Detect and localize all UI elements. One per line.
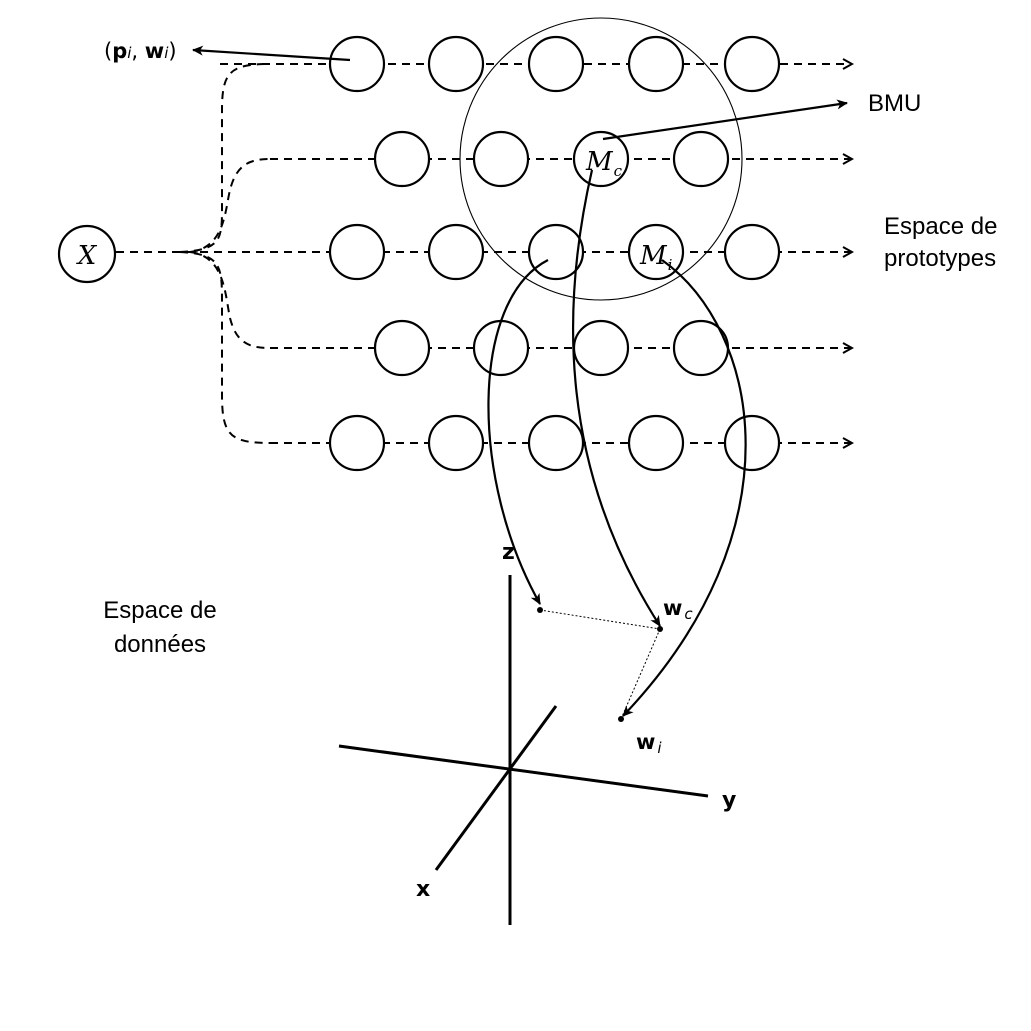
input-label: X [76,241,98,271]
neuron [723,35,781,93]
neuron [527,414,585,472]
input-node [57,224,117,284]
neuron [328,414,386,472]
neuron [472,319,530,377]
neuron [527,35,585,93]
prototype-point [537,607,543,613]
neuron [328,223,386,281]
neuron [723,414,781,472]
data-space-label-line1: Espace de [103,597,216,624]
prototype-point-wi [618,716,624,722]
neuron [373,319,431,377]
neuron [373,130,431,188]
mapping-arrow-bmu [571,169,661,627]
neuron [472,130,530,188]
neuron-grid [328,35,781,472]
prototype-space-label-line1: Espace de [884,213,997,240]
neuron [723,223,781,281]
neuron [427,35,485,93]
bmu-label: BMU [868,90,921,117]
prototype-pair-label: (pi, wi) [104,39,177,63]
neuron [328,35,386,93]
x-axis-label: x [416,877,430,902]
z-axis-label: z [502,540,515,565]
bmu-pointer-arrow [602,99,848,141]
data-space-label-line2: données [114,631,206,658]
prototype-space-label-line2: prototypes [884,245,996,272]
input-brace [179,63,271,444]
neuron [627,414,685,472]
x-axis [434,705,558,871]
mapping-arrow-mi [622,259,747,717]
prototype-pointer-arrow [192,45,351,62]
prototype-link-1 [539,609,661,630]
neuron [427,223,485,281]
data-space-axes [338,575,709,925]
neighborhood-circle [459,17,743,301]
neuron [527,223,585,281]
prototype-link-2 [620,628,661,720]
y-axis [338,744,709,798]
bmu-neuron-label: Mc [585,147,623,180]
y-axis-label: y [722,788,736,813]
neuron [572,319,630,377]
neuron [672,130,730,188]
neuron-bmu [572,130,630,188]
neuron [627,35,685,93]
mapping-arrow-left [487,259,549,605]
prototype-point-wc [657,626,663,632]
neuron [427,414,485,472]
